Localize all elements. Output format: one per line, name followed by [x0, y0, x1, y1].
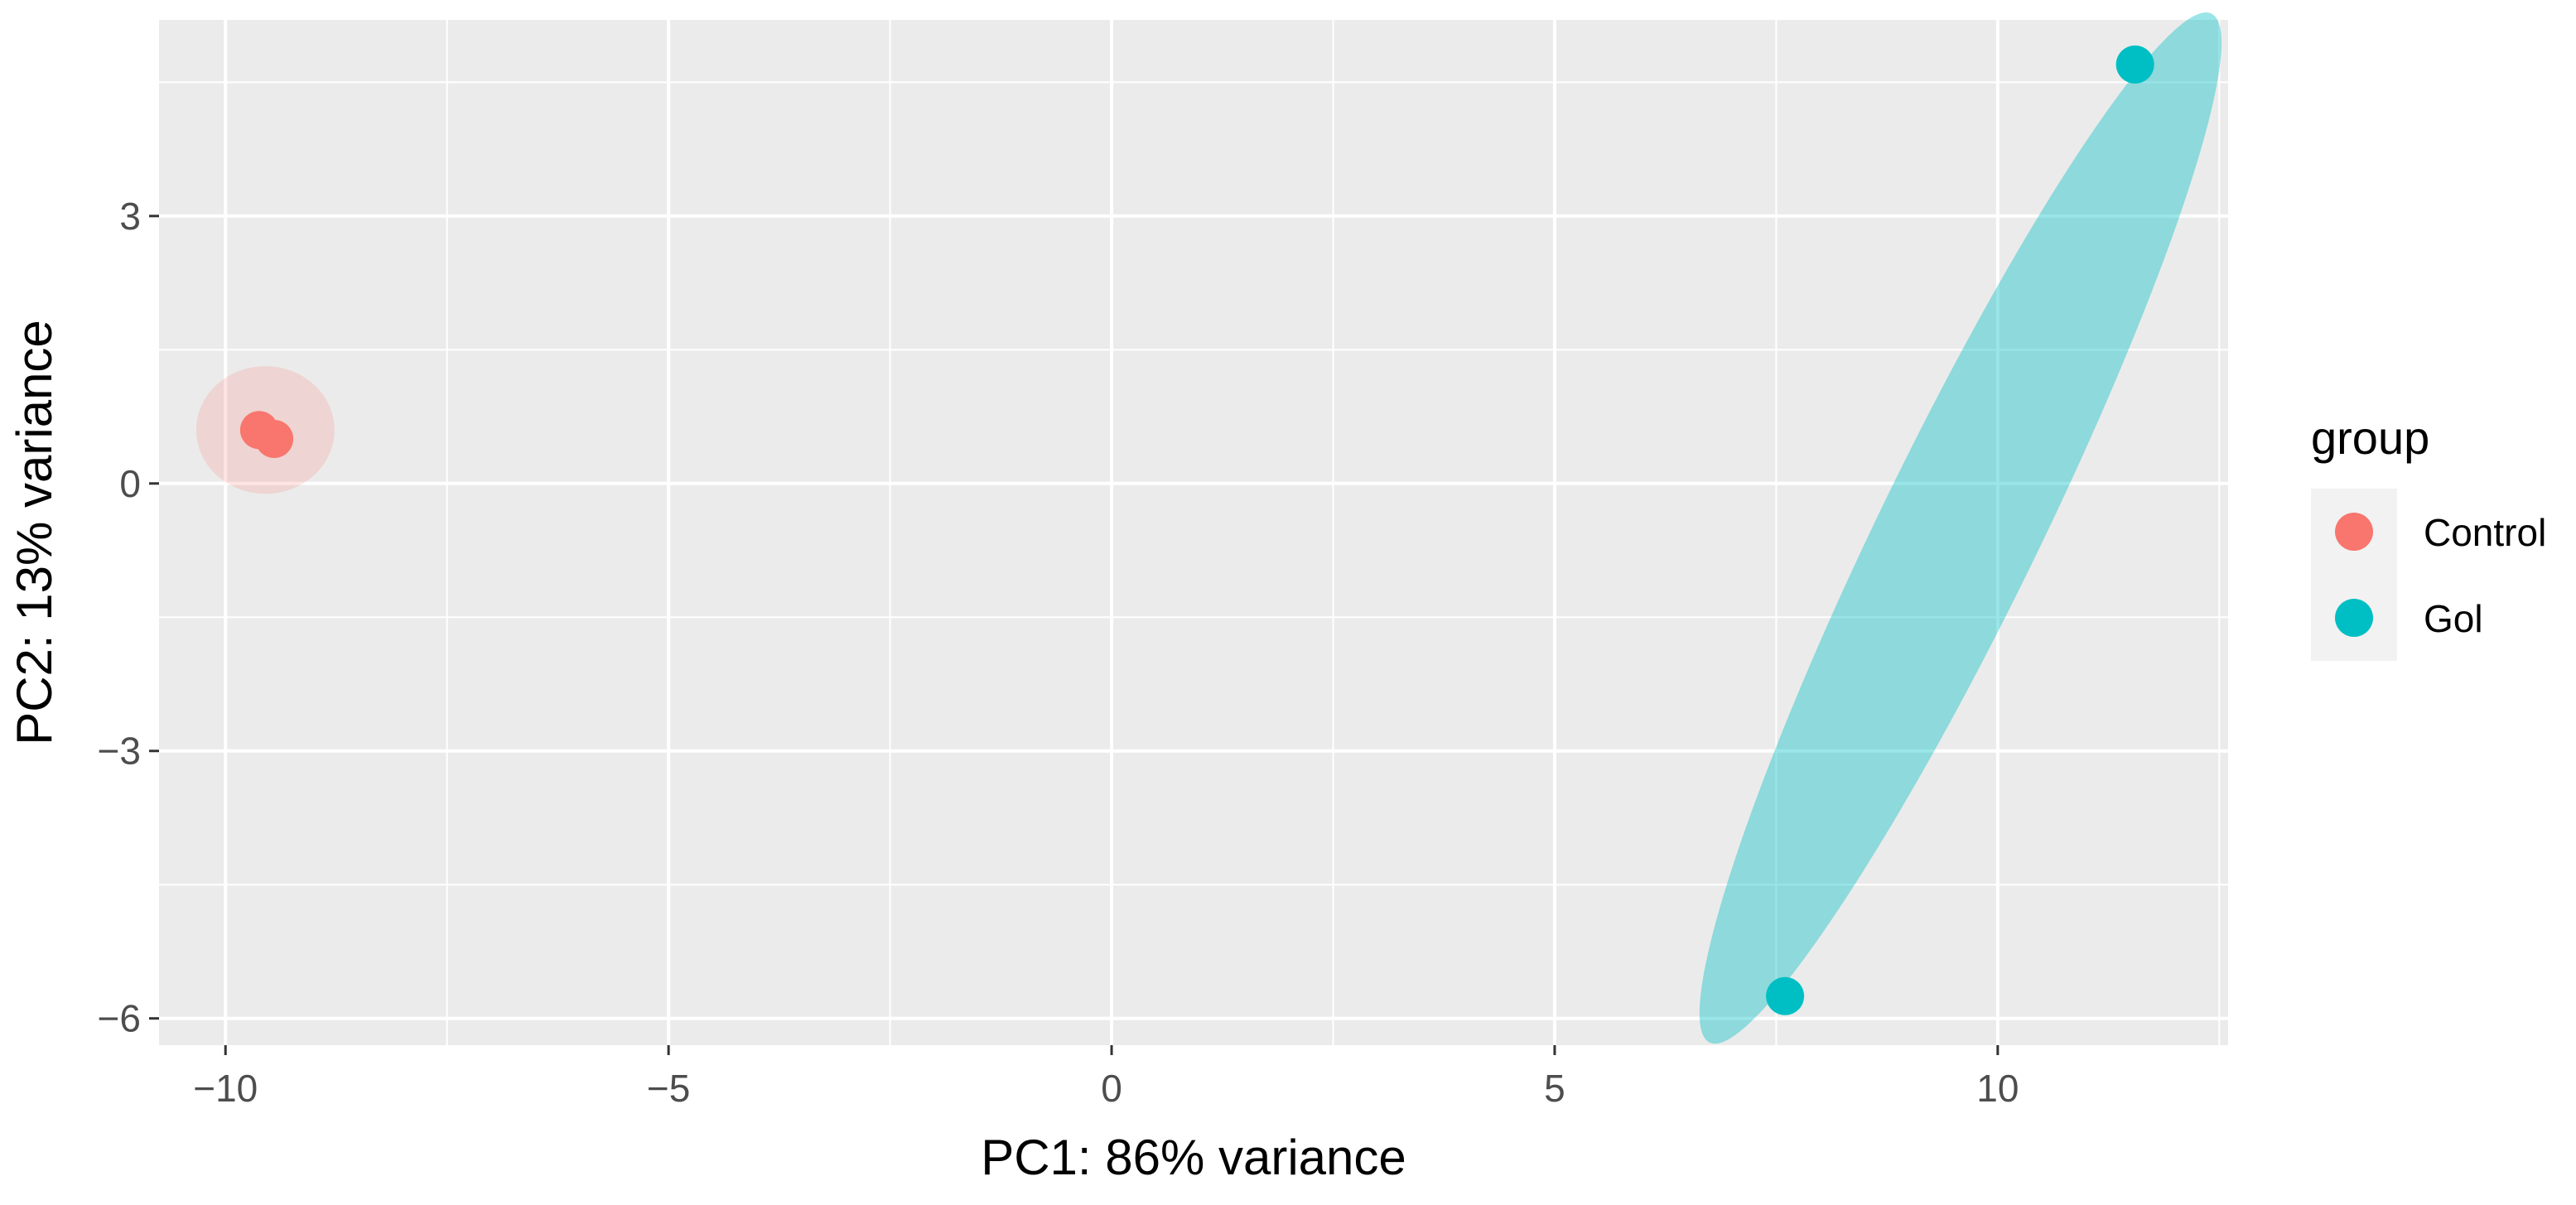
y-axis-title: PC2: 13% variance	[7, 320, 62, 745]
major-gridlines	[159, 20, 2228, 1045]
legend-key-gol	[2335, 599, 2373, 637]
legend: group Control Gol	[2311, 412, 2546, 661]
x-tick-label: 5	[1544, 1067, 1565, 1110]
plot-panel	[159, 20, 2228, 1045]
x-tick-label: 10	[1976, 1067, 2019, 1110]
legend-title: group	[2311, 412, 2429, 464]
y-tick-label: 0	[119, 462, 141, 505]
y-tick-label: 3	[119, 195, 141, 238]
point-gol	[1766, 976, 1805, 1015]
data-points	[239, 45, 2154, 1015]
y-axis: −6 −3 0 3	[98, 195, 159, 1040]
x-tick-label: 0	[1101, 1067, 1122, 1110]
ellipse-gol	[1699, 12, 2221, 1044]
point-gol	[2115, 45, 2154, 84]
x-axis: −10 −5 0 5 10	[193, 1045, 2019, 1110]
x-tick-label: −10	[193, 1067, 258, 1110]
y-tick-label: −6	[98, 997, 141, 1040]
minor-gridlines	[159, 20, 2228, 1045]
x-tick-label: −5	[647, 1067, 690, 1110]
legend-label-control: Control	[2424, 511, 2546, 554]
legend-key-control	[2335, 513, 2373, 551]
x-axis-title: PC1: 86% variance	[981, 1130, 1406, 1185]
y-tick-label: −3	[98, 730, 141, 773]
legend-label-gol: Gol	[2424, 597, 2483, 640]
point-control	[255, 419, 294, 458]
